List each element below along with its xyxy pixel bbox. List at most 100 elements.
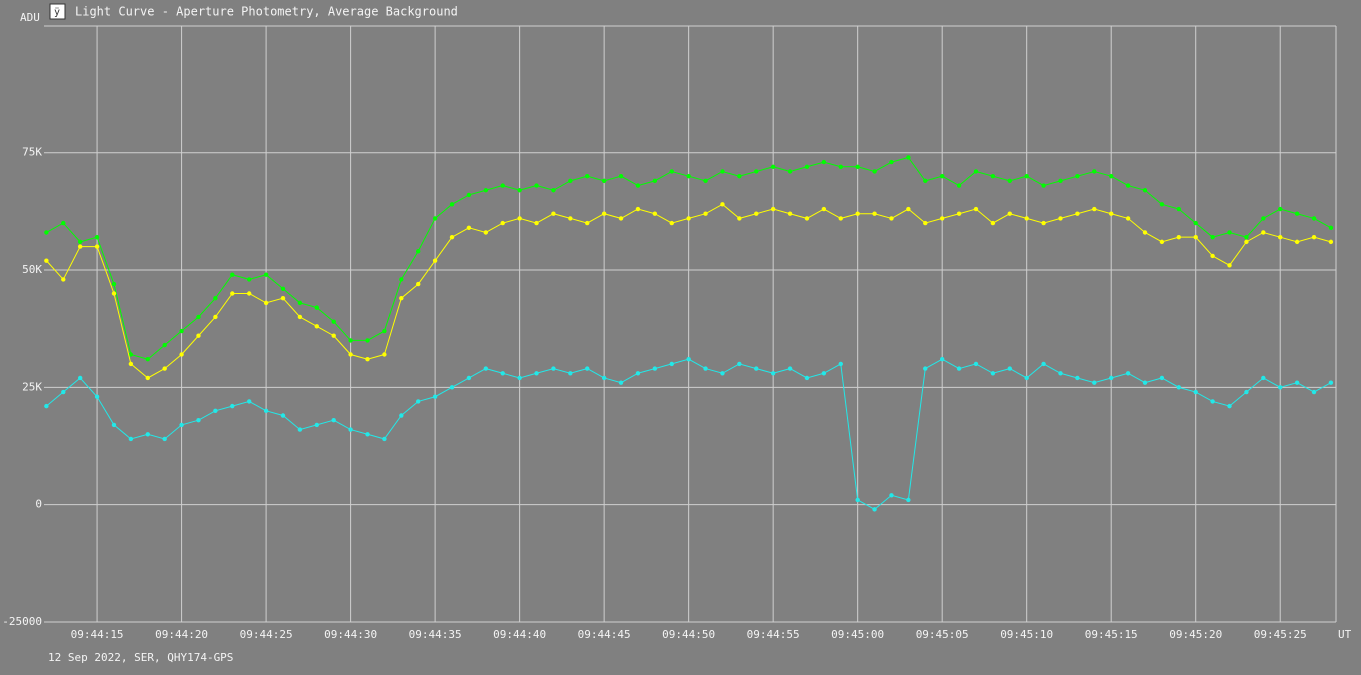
data-point bbox=[1227, 263, 1232, 268]
data-point bbox=[263, 408, 269, 414]
data-point bbox=[551, 188, 556, 193]
data-point bbox=[382, 436, 387, 442]
data-point bbox=[1075, 173, 1080, 179]
data-point bbox=[449, 234, 455, 240]
data-point bbox=[1041, 220, 1046, 226]
data-point bbox=[787, 169, 793, 174]
data-point bbox=[61, 389, 66, 395]
data-point bbox=[145, 432, 150, 437]
data-point bbox=[94, 244, 100, 249]
data-point bbox=[297, 300, 303, 306]
data-point bbox=[923, 366, 928, 371]
data-point bbox=[787, 211, 793, 216]
data-point bbox=[1109, 375, 1114, 381]
data-point bbox=[635, 206, 641, 212]
data-point bbox=[365, 356, 370, 362]
data-point bbox=[162, 342, 167, 348]
data-point bbox=[246, 291, 252, 296]
data-point bbox=[720, 169, 725, 174]
data-point bbox=[652, 211, 658, 216]
x-tick-label: 09:44:15 bbox=[71, 628, 124, 641]
data-point bbox=[1244, 239, 1249, 245]
data-point bbox=[601, 178, 607, 184]
data-point bbox=[838, 216, 843, 221]
data-point bbox=[618, 216, 624, 221]
data-point bbox=[483, 230, 489, 235]
x-tick-label: 09:44:25 bbox=[240, 628, 293, 641]
data-point bbox=[145, 356, 150, 362]
data-point bbox=[162, 436, 167, 442]
data-point bbox=[770, 164, 776, 169]
data-point bbox=[568, 178, 573, 184]
data-point bbox=[263, 272, 269, 277]
x-tick-label: 09:44:45 bbox=[578, 628, 631, 641]
data-point bbox=[382, 328, 387, 334]
footer: 12 Sep 2022, SER, QHY174-GPS bbox=[48, 651, 233, 664]
data-point bbox=[1210, 234, 1215, 240]
app-icon-glyph: ÿ bbox=[54, 7, 60, 18]
data-point bbox=[1075, 375, 1080, 381]
data-point bbox=[737, 361, 742, 367]
data-point bbox=[94, 234, 100, 240]
data-point bbox=[1261, 230, 1266, 235]
data-point bbox=[517, 216, 522, 221]
data-point bbox=[1278, 234, 1283, 240]
data-point bbox=[923, 220, 928, 226]
data-point bbox=[365, 432, 370, 437]
data-point bbox=[314, 422, 320, 428]
data-point bbox=[737, 173, 742, 179]
data-point bbox=[601, 375, 607, 381]
data-point bbox=[635, 371, 641, 376]
data-point bbox=[213, 314, 218, 320]
data-point bbox=[348, 352, 353, 357]
data-point bbox=[585, 366, 590, 371]
x-tick-label: 09:44:50 bbox=[662, 628, 715, 641]
data-point bbox=[534, 183, 539, 188]
data-point bbox=[1294, 239, 1300, 245]
data-point bbox=[500, 371, 505, 376]
data-point bbox=[939, 216, 945, 221]
data-point bbox=[416, 249, 421, 254]
data-point bbox=[280, 295, 286, 301]
x-tick-label: 09:45:25 bbox=[1254, 628, 1307, 641]
data-point bbox=[669, 169, 674, 174]
data-point bbox=[534, 220, 539, 226]
data-point bbox=[1024, 216, 1029, 221]
data-point bbox=[568, 216, 573, 221]
data-point bbox=[416, 281, 421, 287]
data-point bbox=[889, 159, 894, 165]
x-tick-label: 09:44:55 bbox=[747, 628, 800, 641]
data-point bbox=[517, 375, 522, 381]
data-point bbox=[1227, 403, 1232, 409]
data-point bbox=[230, 403, 235, 409]
data-point bbox=[466, 375, 472, 381]
data-point bbox=[213, 295, 218, 301]
data-point bbox=[720, 202, 725, 207]
data-point bbox=[449, 385, 455, 390]
data-point bbox=[128, 352, 134, 357]
data-point bbox=[213, 408, 218, 414]
data-point bbox=[838, 164, 843, 169]
data-point bbox=[1244, 389, 1249, 395]
y-tick-label: -25000 bbox=[2, 615, 42, 628]
data-point bbox=[568, 371, 573, 376]
data-point bbox=[1007, 211, 1012, 216]
data-point bbox=[314, 305, 320, 310]
data-point bbox=[1007, 178, 1012, 184]
x-tick-label: 09:45:15 bbox=[1085, 628, 1138, 641]
data-point bbox=[1142, 230, 1148, 235]
data-point bbox=[889, 216, 894, 221]
data-point bbox=[331, 319, 336, 324]
data-point bbox=[990, 371, 996, 376]
data-point bbox=[449, 202, 455, 207]
data-point bbox=[939, 173, 945, 179]
data-point bbox=[77, 239, 83, 245]
data-point bbox=[432, 394, 438, 399]
data-point bbox=[551, 366, 556, 371]
data-point bbox=[179, 352, 184, 357]
data-point bbox=[1092, 380, 1097, 385]
data-point bbox=[973, 169, 979, 174]
data-point bbox=[635, 183, 641, 188]
data-point bbox=[551, 211, 556, 216]
